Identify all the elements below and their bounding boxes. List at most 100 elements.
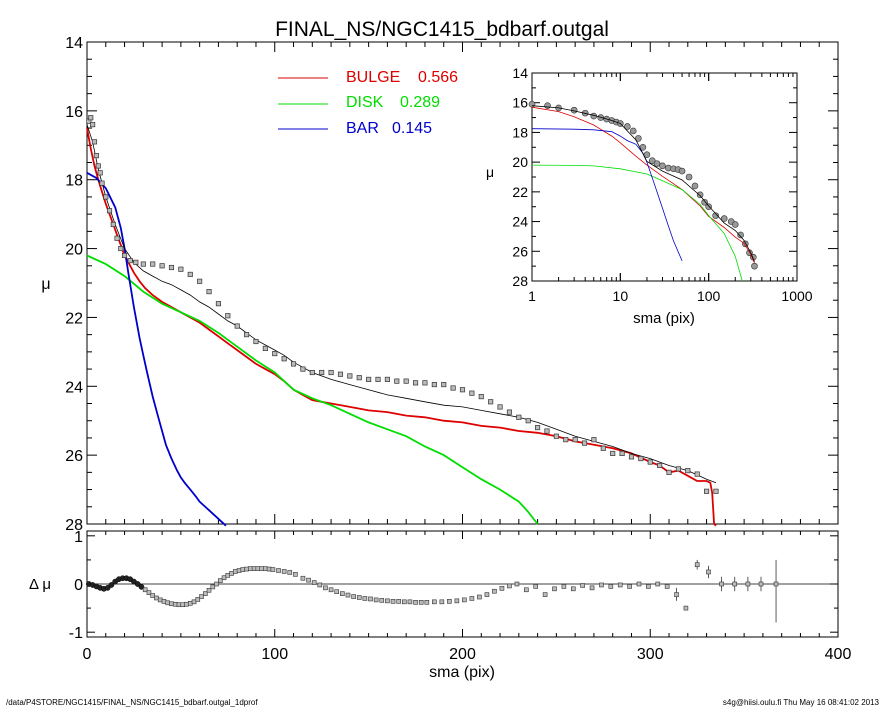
legend-disk-value: 0.289: [400, 94, 440, 111]
residual-point: [221, 575, 227, 581]
residual-point: [229, 571, 234, 576]
residual-point: [169, 601, 174, 607]
residual-point: [210, 584, 216, 590]
inset-observed-point: [696, 191, 704, 199]
residual-point: [664, 584, 670, 589]
residual-point: [608, 584, 614, 589]
observed-point: [403, 378, 409, 384]
observed-point: [516, 414, 522, 420]
residual-point: [276, 568, 281, 573]
observed-point: [431, 382, 437, 388]
observed-point: [121, 252, 128, 259]
inset-series: [528, 100, 758, 282]
residual-point: [165, 600, 171, 606]
inset-y-tick-label: 22: [512, 184, 528, 200]
residual-point: [340, 591, 345, 596]
residual-point: [447, 599, 452, 604]
residual-point: [306, 577, 311, 583]
y-tick-label: 20: [65, 242, 83, 259]
observed-point: [110, 221, 116, 228]
main-series: [86, 115, 719, 527]
residual-point: [469, 596, 475, 601]
inset-y-tick-label: 26: [512, 243, 528, 259]
residual-point: [552, 586, 557, 592]
residual-point: [134, 581, 141, 587]
residual-point: [407, 599, 413, 605]
residual-point: [484, 592, 490, 597]
residual-point: [293, 572, 298, 577]
residual-point: [323, 585, 328, 591]
residual-point: [251, 566, 257, 571]
main-panel: 14 16 18 20 22 24 26 28 μ: [41, 35, 839, 534]
inset-ticks: 1 10 100 1000 14 16 18 20 22 24 26 28: [512, 65, 812, 304]
observed-point: [215, 301, 221, 307]
residual-point: [719, 581, 724, 587]
residual-point: [270, 567, 276, 572]
inset-observed-point: [720, 215, 728, 222]
observed-point: [225, 313, 231, 319]
residual-point: [706, 569, 711, 575]
observed-point: [309, 369, 315, 376]
legend-bar-name: BAR: [346, 120, 379, 137]
inset-frame: [531, 72, 798, 282]
residual-point: [542, 592, 548, 597]
residual-point: [161, 599, 167, 604]
observed-point: [413, 380, 419, 386]
residual-point: [281, 569, 287, 574]
residual-point: [524, 587, 529, 593]
residual-point: [439, 599, 445, 605]
residual-point: [655, 581, 661, 587]
observed-point: [375, 376, 381, 382]
residual-xlabel: sma (pix): [429, 664, 495, 681]
res-x-tick-label: 0: [83, 646, 92, 663]
residual-point: [694, 562, 700, 568]
residual-point: [199, 594, 204, 599]
residual-point: [413, 600, 418, 605]
residual-point: [627, 584, 632, 589]
observed-point: [253, 338, 259, 345]
residual-point: [154, 595, 159, 601]
residual-point: [533, 584, 539, 589]
residual-point: [146, 590, 152, 595]
inset-observed-point: [653, 160, 661, 167]
residual-point: [138, 584, 145, 590]
footer-stamp: s4g@hiisi.oulu.fi Thu May 16 08:41:02 20…: [723, 698, 880, 707]
observed-point: [713, 488, 719, 494]
inset-panel: 1 10 100 1000 14 16 18 20 22 24 26 28 μ sma (pix): [486, 65, 813, 327]
observed-point: [99, 180, 105, 186]
residual-point: [311, 580, 317, 585]
residual-point: [328, 587, 334, 593]
residual-point: [362, 596, 368, 601]
res-x-tick-label: 400: [825, 646, 852, 663]
residual-point: [385, 598, 390, 604]
legend: BULGE 0.566 DISK 0.289 BAR 0.145: [278, 69, 458, 137]
observed-point: [106, 208, 113, 214]
inset-observed-point: [544, 102, 551, 109]
inset-observed-point: [624, 123, 631, 130]
res-x-tick-label: 100: [261, 646, 288, 663]
observed-point: [150, 261, 156, 267]
observed-point: [197, 278, 203, 284]
observed-point: [159, 263, 165, 269]
inset-observed-point: [701, 198, 708, 206]
residual-point: [202, 591, 208, 596]
observed-point: [638, 456, 644, 462]
residual-point: [206, 587, 212, 593]
residual-point: [104, 585, 111, 591]
residual-ylabel: Δ μ: [29, 576, 51, 593]
residual-point: [379, 598, 385, 603]
residual-point: [259, 566, 264, 571]
observed-point: [140, 261, 146, 267]
observed-point: [384, 376, 390, 382]
res-y-tick-label: 1: [74, 529, 83, 546]
observed-point: [685, 468, 691, 474]
residual-point: [187, 600, 193, 606]
observed-point: [168, 264, 175, 271]
inset-y-tick-label: 18: [512, 124, 528, 140]
inset-observed-point: [648, 157, 656, 164]
residual-point: [195, 597, 201, 602]
observed-point: [178, 266, 184, 272]
residual-point: [373, 597, 379, 603]
observed-point: [97, 170, 103, 176]
